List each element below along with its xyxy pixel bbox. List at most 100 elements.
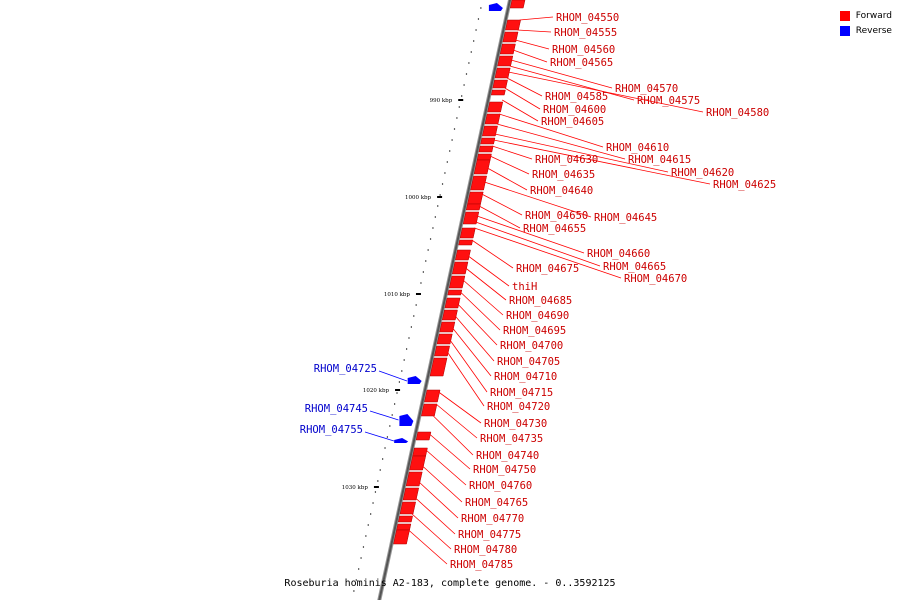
forward-gene-label: RHOM_04715 (490, 387, 553, 399)
forward-gene-label: RHOM_04705 (497, 356, 560, 368)
forward-gene-label: RHOM_04695 (503, 325, 566, 337)
forward-leader-line (422, 465, 463, 503)
forward-leader-line (502, 99, 539, 122)
forward-gene-label: RHOM_04645 (594, 212, 657, 224)
forward-gene-label: RHOM_04580 (706, 107, 769, 119)
forward-gene-block (409, 455, 426, 471)
legend-forward-label: Forward (855, 10, 892, 21)
forward-gene-block (484, 113, 501, 125)
forward-gene-block (424, 389, 441, 403)
forward-leader-line (493, 139, 711, 185)
forward-gene-block (473, 159, 491, 175)
forward-gene-block (458, 239, 474, 246)
forward-gene-label: RHOM_04620 (671, 167, 734, 179)
reverse-gene-block (488, 3, 503, 11)
forward-gene-label: RHOM_04655 (523, 223, 586, 235)
forward-leader-line (509, 65, 635, 101)
forward-swatch (839, 10, 850, 21)
forward-gene-label: RHOM_04685 (509, 295, 572, 307)
tick-label: 1000 kbp (405, 195, 432, 201)
forward-leader-line (452, 327, 492, 377)
forward-leader-line (487, 167, 528, 191)
forward-gene-block (492, 79, 508, 89)
forward-leader-line (471, 239, 514, 269)
forward-gene-label: RHOM_04550 (556, 12, 619, 24)
forward-gene-block (439, 321, 456, 333)
forward-gene-block (451, 261, 469, 275)
forward-gene-label: RHOM_04615 (628, 154, 691, 166)
forward-gene-block (436, 333, 453, 345)
forward-gene-block (396, 523, 412, 531)
reverse-leader-line (378, 370, 408, 382)
forward-leader-line (435, 403, 478, 439)
forward-gene-block (434, 345, 450, 357)
reverse-gene-label: RHOM_04745 (305, 403, 368, 415)
tick-label: 990 kbp (430, 98, 453, 104)
forward-leader-line (408, 529, 448, 565)
forward-gene-label: RHOM_04765 (465, 497, 528, 509)
forward-leader-line (496, 123, 626, 160)
reverse-leader-line (364, 431, 395, 442)
forward-leader-line (429, 433, 471, 470)
forward-leader-line (489, 155, 530, 175)
forward-gene-label: RHOM_04720 (487, 401, 550, 413)
forward-gene-block (487, 101, 504, 113)
forward-gene-block (421, 403, 438, 417)
genome-caption: Roseburia hominis A2-183, complete genom… (284, 578, 616, 589)
forward-gene-label: thiH (512, 281, 537, 293)
forward-gene-block (480, 137, 496, 145)
forward-gene-block (497, 55, 514, 67)
forward-gene-block (509, 0, 526, 9)
forward-gene-block (467, 191, 484, 205)
forward-gene-block (465, 203, 481, 211)
forward-gene-label: RHOM_04555 (554, 27, 617, 39)
forward-gene-block (476, 153, 492, 161)
forward-gene-label: RHOM_04760 (469, 480, 532, 492)
backbone-line (378, 0, 512, 600)
forward-gene-block (448, 275, 466, 289)
forward-gene-block (405, 471, 423, 487)
forward-gene-label: RHOM_04710 (494, 371, 557, 383)
forward-gene-block (455, 249, 471, 261)
reverse-gene-label: RHOM_04725 (314, 363, 377, 375)
forward-gene-label: RHOM_04690 (506, 310, 569, 322)
forward-leader-line (454, 315, 495, 362)
forward-gene-label: RHOM_04775 (458, 529, 521, 541)
forward-gene-block (412, 447, 428, 457)
forward-gene-block (429, 357, 448, 377)
forward-leader-line (447, 351, 485, 407)
forward-gene-label: RHOM_04675 (516, 263, 579, 275)
forward-leader-line (449, 339, 488, 393)
forward-gene-label: RHOM_04610 (606, 142, 669, 154)
forward-gene-block (490, 89, 506, 96)
legend: Forward Reverse (839, 8, 892, 38)
forward-gene-block (478, 145, 494, 153)
tick-label: 1020 kbp (363, 388, 390, 394)
forward-leader-line (515, 39, 550, 50)
forward-leader-line (475, 221, 601, 267)
forward-gene-label: RHOM_04785 (450, 559, 513, 571)
forward-gene-label: RHOM_04770 (461, 513, 524, 525)
forward-gene-label: RHOM_04570 (615, 83, 678, 95)
forward-gene-block (505, 19, 521, 31)
forward-gene-block (499, 43, 516, 55)
reverse-gene-block (399, 414, 414, 426)
forward-leader-line (512, 49, 548, 63)
forward-leader-line (415, 497, 456, 535)
legend-forward: Forward (839, 8, 892, 23)
reverse-gene-label: RHOM_04755 (300, 424, 363, 436)
forward-gene-label: RHOM_04640 (530, 185, 593, 197)
reverse-swatch (839, 25, 850, 36)
forward-gene-label: RHOM_04665 (603, 261, 666, 273)
forward-gene-label: RHOM_04660 (587, 248, 650, 260)
forward-leader-line (478, 205, 521, 229)
tick-label: 1010 kbp (384, 292, 411, 298)
forward-gene-label: RHOM_04560 (552, 44, 615, 56)
forward-gene-block (402, 487, 420, 501)
forward-gene-label: RHOM_04635 (532, 169, 595, 181)
forward-gene-label: RHOM_04670 (624, 273, 687, 285)
forward-leader-line (457, 303, 498, 346)
forward-gene-block (441, 309, 458, 321)
